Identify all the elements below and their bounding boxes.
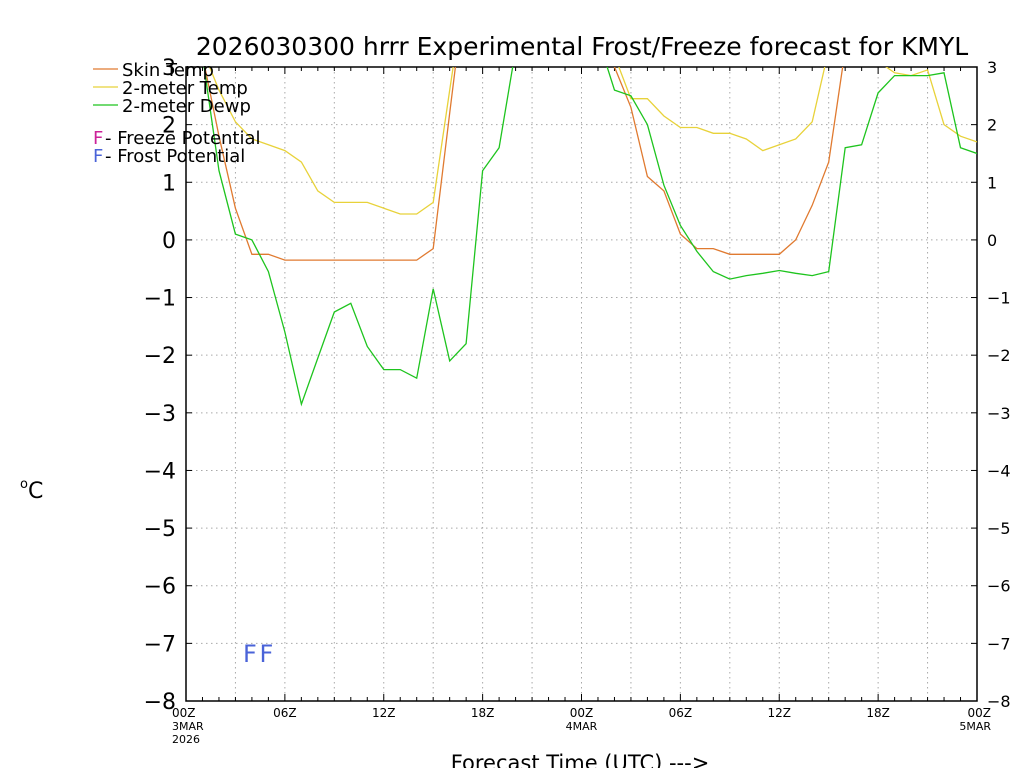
y-tick-label: 1 xyxy=(162,171,176,196)
y-tick-label: −1 xyxy=(144,287,176,312)
y-tick-label: 0 xyxy=(162,229,176,254)
y-tick-label-right: −3 xyxy=(987,404,1011,423)
series-line-2-meter-temp xyxy=(208,67,977,215)
y-tick-label-right: −6 xyxy=(987,577,1011,596)
y-tick-label: −5 xyxy=(144,517,176,542)
series-line-skin-temp xyxy=(204,67,844,261)
y-tick-label-right: 2 xyxy=(987,116,997,135)
x-tick-label: 06Z xyxy=(273,706,297,720)
y-tick-label-right: 0 xyxy=(987,231,997,250)
frost-marker: F xyxy=(259,640,273,668)
grid-lines xyxy=(186,67,977,701)
legend-note-letter: F xyxy=(93,128,103,149)
x-axis-label: Forecast Time (UTC) ---> xyxy=(451,751,710,768)
y-tick-label: −4 xyxy=(144,459,176,484)
y-tick-labels-left: −8 −7 −6 −5 −4 −3 −2 −1 0 1 2 3 xyxy=(144,56,176,715)
y-tick-label: 2 xyxy=(162,114,176,139)
x-tick-label: 00Z xyxy=(172,706,196,720)
x-tick-label: 12Z xyxy=(372,706,396,720)
y-tick-label-right: −8 xyxy=(987,692,1011,711)
y-axis-label-degree: o xyxy=(20,477,28,492)
legend-label: 2-meter Dewp xyxy=(122,96,251,117)
y-axis-label-unit: C xyxy=(28,479,43,504)
axis-ticks xyxy=(185,66,978,702)
y-tick-label: −7 xyxy=(144,632,176,657)
y-tick-label-right: −1 xyxy=(987,289,1011,308)
chart-title: 2026030300 hrrr Experimental Frost/Freez… xyxy=(196,32,968,61)
y-tick-label: −8 xyxy=(144,690,176,715)
y-tick-label: −3 xyxy=(144,402,176,427)
y-tick-label: −2 xyxy=(144,344,176,369)
x-tick-label: 06Z xyxy=(669,706,693,720)
legend-label: 2-meter Temp xyxy=(122,78,248,99)
y-tick-label-right: −5 xyxy=(987,519,1011,538)
y-axis-label: oC xyxy=(20,477,43,504)
y-tick-label-right: 3 xyxy=(987,58,997,77)
y-tick-label: 3 xyxy=(162,56,176,81)
x-tick-sublabel: 5MAR xyxy=(959,720,991,733)
legend-note-letter: F xyxy=(93,146,103,167)
x-tick-label: 18Z xyxy=(866,706,890,720)
y-tick-label-right: −4 xyxy=(987,461,1011,480)
legend-note-label: - Frost Potential xyxy=(105,146,245,167)
x-tick-sublabel: 4MAR xyxy=(566,720,598,733)
x-tick-sublabel: 2026 xyxy=(172,733,200,746)
x-tick-label: 12Z xyxy=(768,706,792,720)
legend-label: Skin Temp xyxy=(122,60,214,81)
y-tick-label: −6 xyxy=(144,575,176,600)
series-lines xyxy=(203,67,977,407)
x-tick-sublabel: 3MAR xyxy=(172,720,204,733)
x-tick-label: 00Z xyxy=(570,706,594,720)
y-tick-label-right: −7 xyxy=(987,634,1011,653)
frost-marker: F xyxy=(243,640,257,668)
legend-note-label: - Freeze Potential xyxy=(105,128,261,149)
y-tick-labels-right: −8 −7 −6 −5 −4 −3 −2 −1 0 1 2 3 xyxy=(987,58,1011,711)
x-tick-label: 00Z xyxy=(968,706,992,720)
series-line-2-meter-dewp xyxy=(203,67,977,407)
y-tick-label-right: 1 xyxy=(987,173,997,192)
y-tick-label-right: −2 xyxy=(987,346,1011,365)
x-tick-label: 18Z xyxy=(471,706,495,720)
